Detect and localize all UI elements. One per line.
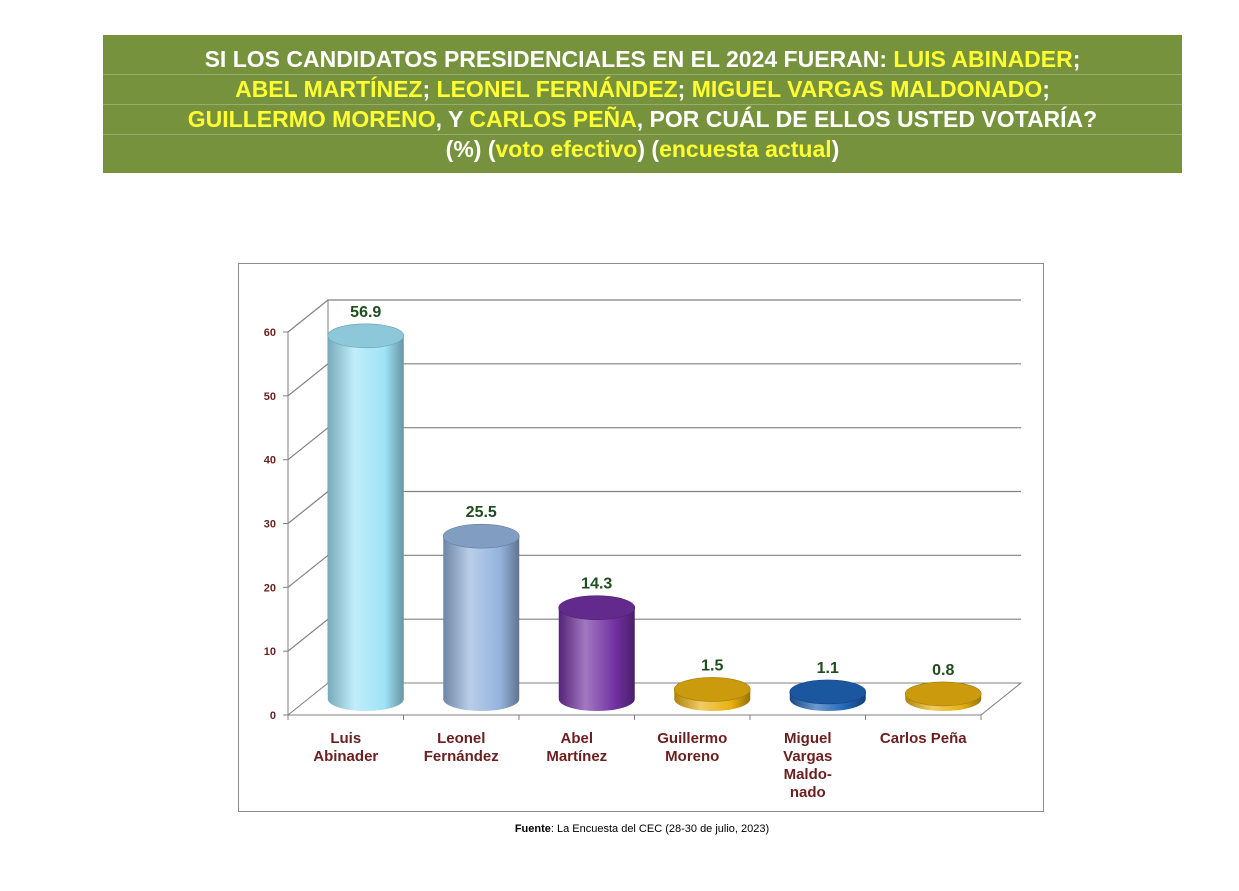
- label-layer: 56.9 Luis Abinader 25.5 Leonel Fernández 14.3 A…: [313, 304, 967, 801]
- source-note: Fuente: La Encuesta del CEC (28-30 de ju…: [0, 823, 1239, 835]
- category-label: Miguel Vargas Maldo-nado: [783, 730, 832, 801]
- title-highlight: CARLOS PEÑA: [469, 105, 637, 132]
- bar-top: [558, 595, 636, 621]
- chart-frame: [238, 263, 1044, 812]
- bar-top: [904, 681, 982, 707]
- bar-top: [789, 679, 867, 705]
- category-label: Carlos Peña: [880, 730, 967, 747]
- data-label: 56.9: [350, 304, 381, 321]
- title-highlight: ABEL MARTÍNEZ: [235, 75, 423, 102]
- y-tick-label: 60: [264, 327, 276, 339]
- axis-layer: 0 10 20 30 40 50 60: [264, 327, 982, 722]
- bar-top: [442, 523, 520, 549]
- data-label: 0.8: [932, 662, 954, 679]
- title-text: ;: [422, 75, 437, 102]
- bar-top: [673, 677, 751, 702]
- y-tick-label: 40: [264, 455, 276, 467]
- title-banner: SI LOS CANDIDATOS PRESIDENCIALES EN EL 2…: [103, 35, 1182, 173]
- title-highlight: MIGUEL VARGAS MALDONADO: [691, 75, 1043, 102]
- title-highlight: encuesta actual: [659, 135, 832, 162]
- title-text: ;: [677, 75, 692, 102]
- data-label: 1.5: [701, 657, 723, 674]
- title-text: ): [831, 135, 840, 162]
- bar: [789, 679, 867, 711]
- category-label: Guillermo Moreno: [657, 730, 727, 765]
- y-tick-label: 0: [270, 710, 276, 722]
- gridline: [287, 299, 1021, 333]
- source-text: : La Encuesta del CEC (28-30 de julio, 2…: [550, 823, 770, 835]
- bar-layer: [327, 323, 982, 711]
- title-text: ;: [1072, 45, 1081, 72]
- bar: [673, 677, 751, 711]
- data-label: 1.1: [817, 660, 839, 677]
- y-tick-label: 10: [264, 646, 276, 658]
- bar: [442, 523, 520, 711]
- bar-body: [443, 536, 520, 711]
- bar-body: [558, 607, 635, 711]
- title-line-3: GUILLERMO MORENO, Y CARLOS PEÑA, POR CUÁ…: [103, 103, 1182, 134]
- title-text: , Y: [435, 105, 470, 132]
- bar-chart: 0 10 20 30 40 50 60 56.9 Luis Abinader 25.5 Leonel…: [264, 299, 1023, 801]
- title-highlight: LEONEL FERNÁNDEZ: [436, 75, 678, 102]
- title-text: SI LOS CANDIDATOS PRESIDENCIALES EN EL 2…: [204, 45, 894, 72]
- data-label: 25.5: [466, 504, 497, 521]
- title-highlight: voto efectivo: [495, 135, 638, 162]
- title-line-2: ABEL MARTÍNEZ; LEONEL FERNÁNDEZ; MIGUEL …: [103, 73, 1182, 104]
- title-text: ;: [1042, 75, 1050, 102]
- title-line-4: (%) (voto efectivo) (encuesta actual): [103, 133, 1182, 164]
- category-label: Leonel Fernández: [424, 730, 499, 765]
- y-tick-label: 50: [264, 391, 276, 403]
- y-tick-label: 30: [264, 519, 276, 531]
- title-highlight: GUILLERMO MORENO: [187, 105, 436, 132]
- title-highlight: LUIS ABINADER: [893, 45, 1073, 72]
- title-text: ) (: [637, 135, 660, 162]
- bar-body: [327, 335, 404, 711]
- title-text: , POR CUÁL DE ELLOS USTED VOTARÍA?: [636, 105, 1098, 132]
- source-label: Fuente: [514, 823, 551, 835]
- title-text: (%) (: [445, 135, 496, 162]
- bar: [327, 323, 405, 711]
- bar: [904, 681, 982, 711]
- y-tick-label: 20: [264, 582, 276, 594]
- category-label: Luis Abinader: [313, 730, 378, 765]
- bar: [558, 595, 636, 711]
- data-label: 14.3: [581, 576, 612, 593]
- bar-top: [327, 323, 405, 349]
- category-label: Abel Martínez: [546, 730, 607, 765]
- title-line-1: SI LOS CANDIDATOS PRESIDENCIALES EN EL 2…: [103, 45, 1182, 74]
